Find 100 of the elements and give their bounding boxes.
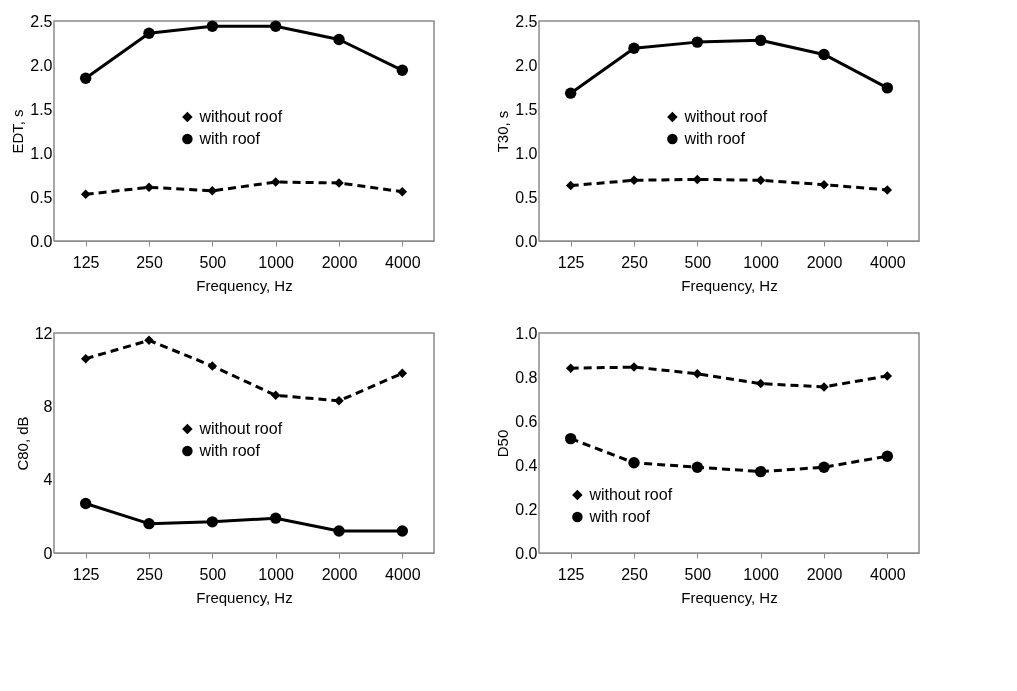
y-tick-label: 2.0 bbox=[30, 56, 53, 74]
point bbox=[143, 27, 155, 40]
y-tick-label: 1.5 bbox=[30, 100, 53, 118]
point bbox=[755, 378, 766, 389]
legend-label: without roof bbox=[198, 108, 283, 125]
point bbox=[881, 82, 894, 94]
x-tick-label: 2000 bbox=[321, 253, 358, 271]
point bbox=[333, 525, 345, 537]
point bbox=[629, 175, 639, 186]
x-tick-label: 250 bbox=[136, 253, 163, 271]
y-tick-label: 0.6 bbox=[515, 412, 538, 430]
y-tick-label: 2.0 bbox=[515, 56, 538, 74]
x-tick-label: 4000 bbox=[870, 565, 906, 583]
y-tick-label: 8 bbox=[43, 397, 53, 415]
y-tick-label: 1.0 bbox=[515, 324, 538, 342]
legend-label: with roof bbox=[588, 508, 651, 525]
y-tick-label: 0.0 bbox=[30, 232, 53, 250]
y-tick-label: 0.0 bbox=[515, 232, 538, 250]
point bbox=[882, 185, 893, 195]
x-tick-label: 4000 bbox=[385, 565, 421, 583]
y-axis-title: T30, s bbox=[494, 110, 512, 153]
y-tick-label: 0.8 bbox=[515, 368, 538, 386]
x-tick-label: 1000 bbox=[743, 253, 780, 271]
x-tick-label: 1000 bbox=[743, 565, 780, 583]
point bbox=[270, 177, 281, 187]
x-axis-title: Frequency, Hz bbox=[196, 588, 293, 606]
point bbox=[333, 33, 345, 46]
point bbox=[206, 516, 219, 528]
legend-label: with roof bbox=[198, 442, 261, 459]
point bbox=[269, 20, 282, 32]
point bbox=[692, 368, 703, 379]
legend-label: without roof bbox=[198, 420, 283, 437]
point bbox=[397, 368, 408, 379]
y-tick-label: 0.0 bbox=[515, 544, 538, 562]
point bbox=[691, 36, 704, 48]
point bbox=[881, 450, 894, 462]
point bbox=[79, 72, 92, 84]
y-tick-label: 2.5 bbox=[515, 12, 538, 30]
legend-label: with roof bbox=[683, 130, 746, 147]
x-tick-label: 250 bbox=[621, 253, 648, 271]
point bbox=[564, 87, 577, 99]
x-tick-label: 2000 bbox=[321, 565, 358, 583]
point bbox=[269, 512, 282, 524]
point bbox=[144, 182, 154, 193]
y-tick-label: 0.5 bbox=[30, 188, 53, 206]
point bbox=[397, 186, 408, 197]
y-tick-label: 1.5 bbox=[515, 100, 538, 118]
x-tick-label: 2000 bbox=[806, 253, 843, 271]
y-tick-label: 2.5 bbox=[30, 12, 53, 30]
x-tick-label: 4000 bbox=[385, 253, 421, 271]
y-axis-title: C80, dB bbox=[13, 416, 31, 471]
legend-label: without roof bbox=[683, 108, 768, 125]
y-tick-label: 1.0 bbox=[30, 144, 53, 162]
point bbox=[396, 525, 409, 537]
point bbox=[80, 189, 91, 200]
y-axis-title: EDT, s bbox=[9, 109, 27, 154]
point bbox=[754, 465, 767, 478]
y-tick-label: 0.5 bbox=[515, 188, 538, 206]
point bbox=[691, 461, 704, 473]
y-tick-label: 0.2 bbox=[515, 500, 538, 518]
x-tick-label: 125 bbox=[72, 253, 100, 271]
x-tick-label: 4000 bbox=[870, 253, 906, 271]
point bbox=[207, 186, 218, 196]
x-axis-title: Frequency, Hz bbox=[681, 276, 778, 294]
y-tick-label: 12 bbox=[34, 324, 53, 342]
legend-label: with roof bbox=[198, 130, 261, 147]
y-tick-label: 0.4 bbox=[515, 456, 538, 474]
x-tick-label: 125 bbox=[557, 565, 585, 583]
point bbox=[818, 461, 830, 473]
x-axis-title: Frequency, Hz bbox=[681, 588, 778, 606]
point bbox=[628, 42, 640, 54]
point bbox=[270, 390, 281, 401]
x-tick-label: 125 bbox=[557, 253, 585, 271]
x-tick-label: 125 bbox=[72, 565, 100, 583]
x-tick-label: 500 bbox=[684, 565, 712, 583]
point bbox=[819, 179, 829, 190]
x-tick-label: 1000 bbox=[258, 565, 295, 583]
legend-label: without roof bbox=[588, 486, 673, 503]
point bbox=[882, 371, 893, 381]
x-tick-label: 250 bbox=[136, 565, 163, 583]
y-axis-title: D50 bbox=[494, 429, 512, 458]
y-tick-label: 4 bbox=[43, 471, 53, 489]
x-tick-label: 500 bbox=[684, 253, 712, 271]
y-tick-label: 0 bbox=[43, 544, 53, 562]
x-tick-label: 1000 bbox=[258, 253, 295, 271]
point bbox=[80, 353, 91, 364]
point bbox=[564, 432, 577, 445]
point bbox=[628, 457, 640, 469]
point bbox=[207, 361, 218, 371]
x-tick-label: 500 bbox=[199, 565, 227, 583]
point bbox=[565, 363, 576, 373]
point bbox=[818, 48, 830, 61]
x-tick-label: 250 bbox=[621, 565, 648, 583]
y-tick-label: 1.0 bbox=[515, 144, 538, 162]
point bbox=[754, 34, 767, 47]
point bbox=[565, 180, 576, 191]
point bbox=[206, 20, 219, 32]
x-tick-label: 500 bbox=[199, 253, 227, 271]
point bbox=[396, 64, 409, 76]
point bbox=[143, 517, 155, 530]
